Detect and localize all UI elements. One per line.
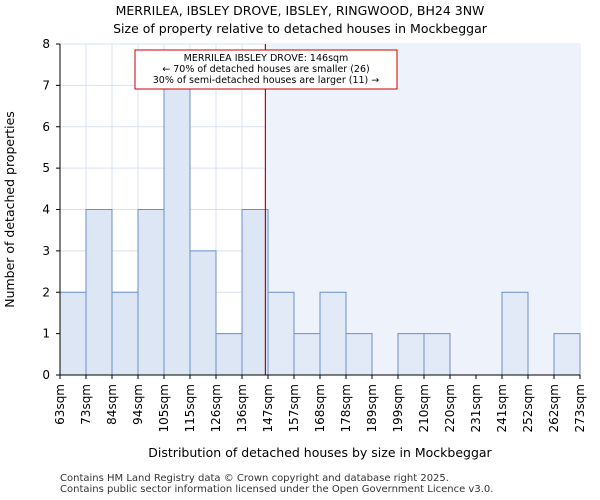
- y-tick-label: 2: [42, 285, 50, 299]
- y-axis-label: Number of detached properties: [2, 111, 17, 308]
- y-tick-label: 7: [42, 78, 50, 92]
- annotation-line3: 30% of semi-detached houses are larger (…: [153, 75, 380, 86]
- x-tick-label: 199sqm: [391, 384, 405, 432]
- histogram-bar: [293, 333, 321, 376]
- x-tick-label: 63sqm: [53, 384, 67, 425]
- histogram-bar: [319, 291, 347, 376]
- y-tick-label: 4: [42, 203, 50, 217]
- bars: [59, 84, 581, 376]
- x-tick-label: 252sqm: [521, 384, 535, 432]
- x-tick-label: 84sqm: [105, 384, 119, 425]
- x-tick-labels: 63sqm 73sqm 84sqm 94sqm 105sqm 115sqm 126sqm 13…: [53, 384, 587, 432]
- y-tick-label: 8: [42, 37, 50, 51]
- x-tick-label: 220sqm: [443, 384, 457, 432]
- histogram-bar: [215, 333, 243, 376]
- x-tick-label: 178sqm: [339, 384, 353, 432]
- histogram-bar: [345, 333, 373, 376]
- y-tick-label: 5: [42, 161, 50, 175]
- chart-title-line2: Size of property relative to detached ho…: [113, 21, 487, 36]
- histogram-bar: [85, 209, 113, 376]
- histogram-bar: [501, 291, 529, 376]
- histogram-bar: [111, 291, 139, 376]
- footer-line2: Contains public sector information licen…: [60, 484, 494, 495]
- histogram-bar: [397, 333, 425, 376]
- x-tick-label: 94sqm: [131, 384, 145, 425]
- histogram-bar: [163, 84, 191, 376]
- y-tick-label: 1: [42, 327, 50, 341]
- histogram-bar: [423, 333, 451, 376]
- y-tick-labels: 0 1 2 3 4 5 6 7 8: [42, 37, 50, 382]
- annotation-box: [134, 49, 398, 90]
- histogram-bar: [267, 291, 295, 376]
- chart-title: MERRILEA, IBSLEY DROVE, IBSLEY, RINGWOOD…: [0, 2, 600, 38]
- x-tick-label: 210sqm: [417, 384, 431, 432]
- y-tick-label: 0: [42, 368, 50, 382]
- x-tick-label: 115sqm: [183, 384, 197, 432]
- axes: [56, 43, 581, 379]
- x-tick-label: 241sqm: [495, 384, 509, 432]
- x-tick-label: 147sqm: [261, 384, 275, 432]
- highlight-region: [265, 44, 580, 375]
- y-tick-label: 3: [42, 244, 50, 258]
- histogram-bar: [137, 209, 165, 376]
- x-axis-label: Distribution of detached houses by size …: [148, 445, 492, 460]
- histogram-bar: [241, 209, 269, 376]
- x-tick-label: 168sqm: [313, 384, 327, 432]
- x-tick-label: 105sqm: [157, 384, 171, 432]
- annotation-line2: ← 70% of detached houses are smaller (26…: [162, 64, 369, 75]
- x-tick-label: 262sqm: [547, 384, 561, 432]
- x-tick-label: 231sqm: [469, 384, 483, 432]
- footer-line1: Contains HM Land Registry data © Crown c…: [60, 473, 449, 484]
- chart-title-line1: MERRILEA, IBSLEY DROVE, IBSLEY, RINGWOOD…: [115, 3, 485, 18]
- x-tick-label: 189sqm: [365, 384, 379, 432]
- x-tick-label: 273sqm: [573, 384, 587, 432]
- histogram-bar: [553, 333, 581, 376]
- annotation-line1: MERRILEA IBSLEY DROVE: 146sqm: [184, 53, 349, 64]
- y-tick-label: 6: [42, 120, 50, 134]
- x-tick-label: 73sqm: [79, 384, 93, 425]
- footer-attribution: Contains HM Land Registry data © Crown c…: [60, 473, 493, 495]
- x-tick-label: 126sqm: [209, 384, 223, 432]
- x-tick-label: 157sqm: [287, 384, 301, 432]
- x-tick-label: 136sqm: [235, 384, 249, 432]
- histogram-bar: [189, 250, 217, 376]
- marker-annotation: MERRILEA IBSLEY DROVE: 146sqm ← 70% of d…: [134, 49, 398, 90]
- histogram-bar: [59, 291, 87, 376]
